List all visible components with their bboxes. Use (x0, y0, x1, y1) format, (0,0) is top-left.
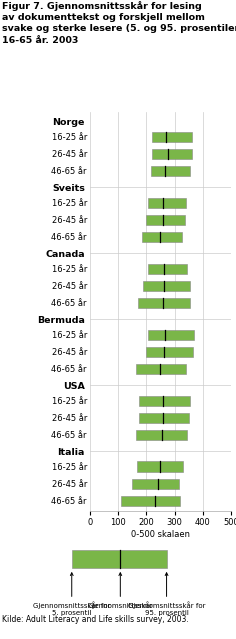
Text: Gjennomsnittsskår for
95. prosentil: Gjennomsnittsskår for 95. prosentil (128, 601, 205, 616)
Bar (152, 149, 192, 159)
Bar (148, 197, 186, 208)
Bar (136, 364, 186, 374)
Bar (146, 215, 185, 225)
Bar (148, 263, 187, 273)
Bar (143, 281, 190, 291)
Text: Canada: Canada (45, 250, 85, 259)
Bar (72, 550, 167, 568)
Bar (152, 132, 192, 142)
Text: USA: USA (63, 381, 85, 390)
Text: Gjennomsnittsskår for
5. prosentil: Gjennomsnittsskår for 5. prosentil (33, 601, 110, 616)
Text: Figur 7. Gjennomsnittsskår for lesing
av dokumenttekst og forskjell mellom
svake: Figur 7. Gjennomsnittsskår for lesing av… (2, 1, 236, 45)
Text: Bermuda: Bermuda (37, 316, 85, 325)
Text: Gjennomsnittsskår: Gjennomsnittsskår (88, 601, 153, 609)
Bar (151, 166, 190, 176)
Bar (139, 396, 190, 406)
Bar (139, 413, 189, 423)
Text: Norge: Norge (53, 118, 85, 127)
Bar (135, 430, 187, 440)
X-axis label: 0-500 skalaen: 0-500 skalaen (131, 530, 190, 539)
Bar (132, 479, 179, 489)
Bar (148, 330, 194, 340)
Bar (146, 346, 193, 357)
Bar (137, 461, 183, 472)
Bar (142, 232, 182, 242)
Bar (138, 298, 190, 308)
Text: Sveits: Sveits (52, 184, 85, 193)
Text: Italia: Italia (58, 448, 85, 457)
Text: Kilde: Adult Literacy and Life skills survey, 2003.: Kilde: Adult Literacy and Life skills su… (2, 615, 189, 624)
Bar (121, 496, 180, 506)
